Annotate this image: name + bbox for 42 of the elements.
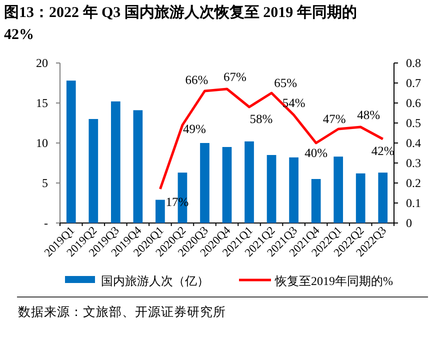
bar bbox=[222, 147, 232, 223]
y-tick-label: 20 bbox=[36, 56, 48, 70]
data-label: 65% bbox=[274, 76, 297, 90]
y2-tick-label: 0.8 bbox=[406, 56, 421, 70]
source-note: 数据来源：文旅部、开源证券研究所 bbox=[18, 305, 226, 319]
legend-label: 恢复至2019年同期的% bbox=[274, 274, 393, 288]
y2-tick-label: 0.4 bbox=[406, 136, 421, 150]
bar bbox=[133, 110, 143, 223]
data-label: 48% bbox=[357, 108, 380, 122]
chart-title: 图13：2022 年 Q3 国内旅游人次恢复至 2019 年同期的 42% bbox=[4, 3, 358, 45]
data-label: 49% bbox=[183, 122, 206, 136]
y2-tick-label: 0.2 bbox=[406, 176, 421, 190]
bar bbox=[266, 155, 276, 223]
y2-tick-label: 0 bbox=[406, 216, 412, 230]
y-tick-label: 5 bbox=[42, 176, 48, 190]
bar bbox=[289, 157, 298, 223]
bar bbox=[334, 156, 344, 223]
y-tick-label: - bbox=[44, 216, 48, 230]
y2-tick-label: 0.5 bbox=[406, 116, 421, 130]
data-label: 42% bbox=[371, 144, 394, 158]
data-label: 40% bbox=[304, 146, 328, 160]
bar bbox=[200, 143, 210, 223]
data-label: 67% bbox=[224, 70, 246, 84]
y2-tick-label: 0.6 bbox=[406, 96, 421, 110]
y-tick-label: 15 bbox=[36, 96, 48, 110]
bar bbox=[110, 101, 120, 223]
bar bbox=[244, 141, 254, 223]
data-label: 47% bbox=[322, 112, 346, 126]
y2-tick-label: 0.7 bbox=[406, 76, 421, 90]
data-label: 58% bbox=[250, 112, 273, 126]
bar bbox=[66, 80, 76, 223]
legend-label: 国内旅游人次（亿） bbox=[101, 274, 209, 288]
bar bbox=[311, 179, 321, 223]
y2-tick-label: 0.3 bbox=[406, 156, 421, 170]
data-label: 54% bbox=[282, 96, 306, 110]
bar bbox=[88, 119, 98, 223]
bar bbox=[156, 200, 165, 223]
y2-tick-label: 0.1 bbox=[406, 196, 421, 210]
data-label: 66% bbox=[185, 73, 208, 87]
y-tick-label: 10 bbox=[36, 136, 48, 150]
bar bbox=[356, 173, 366, 223]
bar bbox=[378, 172, 388, 223]
